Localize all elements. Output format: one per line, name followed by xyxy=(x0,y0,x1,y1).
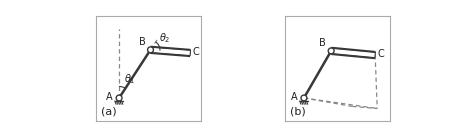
Text: $\theta_1$: $\theta_1$ xyxy=(124,72,136,86)
Text: B: B xyxy=(319,38,326,48)
Text: C: C xyxy=(377,49,384,59)
Text: (a): (a) xyxy=(101,107,117,117)
Text: A: A xyxy=(106,92,113,102)
Text: $\theta_2$: $\theta_2$ xyxy=(159,31,170,45)
Text: A: A xyxy=(291,92,298,102)
Circle shape xyxy=(116,95,122,101)
Circle shape xyxy=(328,48,334,54)
Circle shape xyxy=(147,47,154,53)
Circle shape xyxy=(301,95,307,101)
Text: (b): (b) xyxy=(290,107,306,117)
Text: B: B xyxy=(138,37,145,47)
Text: C: C xyxy=(192,47,199,57)
